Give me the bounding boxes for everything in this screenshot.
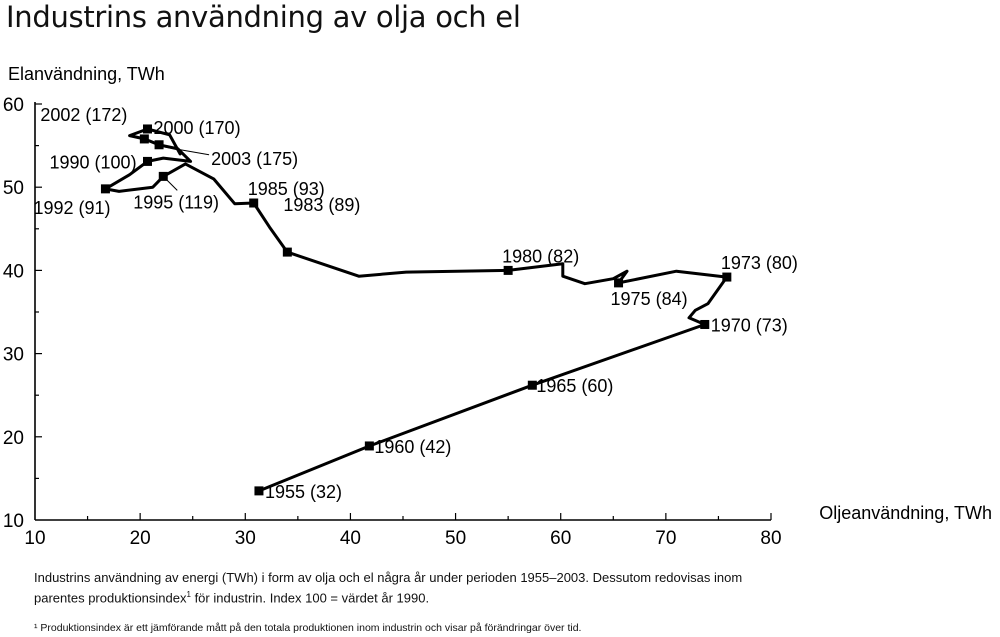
x-tick-label: 50	[445, 528, 466, 549]
leader-line	[162, 146, 210, 156]
caption: Industrins användning av energi (TWh) i …	[34, 569, 794, 606]
data-point-marker	[249, 198, 259, 208]
axes	[34, 102, 772, 521]
data-point-marker	[614, 278, 624, 288]
data-point-marker	[282, 247, 292, 257]
data-point-marker	[700, 319, 710, 329]
data-point-marker	[722, 272, 732, 282]
y-tick-label: 10	[3, 511, 24, 532]
x-tick-label: 40	[340, 528, 361, 549]
data-label: 1970 (73)	[711, 315, 788, 335]
data-label: 2000 (170)	[154, 118, 241, 138]
data-point-marker	[527, 380, 537, 390]
data-label: 2002 (172)	[40, 105, 127, 125]
caption-text-end: för industrin. Index 100 = värdet år 199…	[190, 590, 430, 606]
data-point-marker	[158, 171, 168, 181]
caption-superscript: 1	[186, 590, 191, 599]
data-label: 1983 (89)	[283, 195, 360, 215]
y-tick-label: 40	[3, 261, 24, 282]
data-label: 1955 (32)	[265, 482, 342, 502]
y-tick-label: 20	[3, 428, 24, 449]
y-tick-label: 50	[3, 178, 24, 199]
data-label: 1990 (100)	[50, 152, 137, 172]
data-label: 1992 (91)	[33, 198, 110, 218]
x-tick-label: 70	[655, 528, 676, 549]
x-tick-label: 10	[24, 528, 45, 549]
chart-title: Industrins användning av olja och el	[6, 0, 521, 34]
data-label: 1960 (42)	[374, 437, 451, 457]
data-point-marker	[143, 124, 153, 134]
marker-layer	[100, 124, 732, 496]
tick-label-layer: 10 20 30 40 50 60 70 80 10 20 30 40 50 60	[3, 95, 782, 549]
series-line	[103, 127, 729, 493]
data-point-marker	[139, 134, 149, 144]
x-tick-label: 20	[130, 528, 151, 549]
y-tick-label: 30	[3, 345, 24, 366]
series-line-layer	[103, 127, 729, 493]
data-label: 1965 (60)	[536, 376, 613, 396]
data-point-marker	[254, 486, 264, 496]
x-axis-label: Oljeanvändning, TWh	[819, 503, 992, 523]
leader-line	[166, 180, 178, 191]
data-label: 1973 (80)	[721, 253, 798, 273]
x-tick-label: 60	[550, 528, 571, 549]
caption-text: Industrins användning av energi (TWh) i …	[34, 570, 743, 606]
x-tick-label: 30	[235, 528, 256, 549]
data-label-layer: 1955 (32) 1960 (42) 1965 (60) 1970 (73) 1973…	[33, 105, 797, 502]
x-tick-label: 80	[760, 528, 781, 549]
data-label: 1980 (82)	[502, 246, 579, 266]
data-point-marker	[143, 156, 153, 166]
data-point-marker	[364, 441, 374, 451]
y-tick-label: 60	[3, 95, 24, 116]
data-label: 1975 (84)	[611, 289, 688, 309]
footnote: ¹ Produktionsindex är ett jämförande måt…	[34, 622, 582, 634]
data-point-marker	[154, 140, 164, 150]
chart: 1955 (32) 1960 (42) 1965 (60) 1970 (73) 1973…	[3, 64, 992, 549]
data-point-marker	[100, 184, 110, 194]
data-label: 2003 (175)	[211, 149, 298, 169]
data-label: 1995 (119)	[133, 192, 219, 212]
data-point-marker	[503, 265, 513, 275]
data-label: 1985 (93)	[248, 179, 325, 199]
y-axis-label: Elanvändning, TWh	[8, 64, 165, 84]
